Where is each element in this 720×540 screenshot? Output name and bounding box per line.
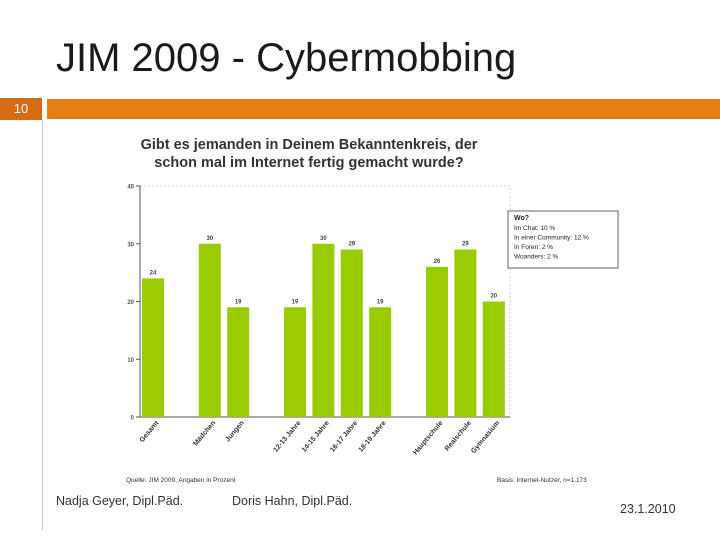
data-label: 30 bbox=[206, 236, 213, 242]
bar bbox=[482, 301, 505, 417]
info-box-line: Im Chat: 10 % bbox=[514, 225, 555, 232]
data-label: 29 bbox=[348, 242, 355, 248]
data-label: 29 bbox=[462, 242, 469, 248]
bar bbox=[227, 307, 250, 417]
info-box-line: In einer Community: 12 % bbox=[514, 235, 589, 242]
info-box-title: Wo? bbox=[514, 215, 529, 222]
bar bbox=[142, 278, 164, 417]
y-tick-label: 0 bbox=[131, 416, 135, 422]
bar-chart: 0 10 20 30 40 24 Gesamt 30 Mädchen 19 Jungen 19 12-1… bbox=[126, 185, 619, 484]
category-label: Gymnasium bbox=[470, 420, 501, 455]
category-label: Hauptschule bbox=[412, 420, 444, 457]
data-label: 20 bbox=[490, 294, 497, 300]
data-label: 30 bbox=[320, 236, 327, 242]
footer-author-1: Nadja Geyer, Dipl.Päd. bbox=[56, 494, 184, 508]
bar bbox=[340, 249, 363, 417]
footer-date: 23.1.2010 bbox=[620, 502, 676, 516]
data-label: 19 bbox=[292, 299, 299, 305]
bar bbox=[312, 243, 335, 417]
category-label: 12-13 Jahre bbox=[272, 420, 302, 454]
y-tick-label: 30 bbox=[127, 242, 134, 248]
category-label: Mädchen bbox=[192, 420, 217, 448]
chart-title-line-1: Gibt es jemanden in Deinem Bekanntenkrei… bbox=[140, 137, 478, 153]
data-label: 26 bbox=[434, 259, 441, 265]
accent-bar bbox=[47, 99, 720, 119]
basis-note: Basis: Internet-Nutzer, n=1.173 bbox=[497, 477, 587, 484]
category-label: Jungen bbox=[224, 420, 245, 444]
category-label: Gesamt bbox=[139, 419, 161, 444]
info-box-line: Woanders: 2 % bbox=[514, 254, 559, 261]
y-tick-label: 10 bbox=[127, 358, 134, 364]
chart-title-line-2: schon mal im Internet fertig gemacht wur… bbox=[154, 155, 464, 171]
data-label: 19 bbox=[235, 299, 242, 305]
chart-title: Gibt es jemanden in Deinem Bekanntenkrei… bbox=[100, 136, 518, 172]
bar bbox=[284, 307, 306, 417]
category-label: 14-15 Jahre bbox=[301, 420, 331, 454]
category-label: Realschule bbox=[444, 420, 473, 453]
y-tick-label: 20 bbox=[127, 300, 134, 306]
bar bbox=[369, 307, 392, 417]
category-label: 18-19 Jahre bbox=[358, 420, 388, 454]
data-label: 19 bbox=[377, 299, 384, 305]
bar bbox=[454, 249, 477, 417]
data-label: 24 bbox=[150, 270, 157, 276]
slide-number: 10 bbox=[0, 98, 42, 120]
slide-title: JIM 2009 - Cybermobbing bbox=[56, 36, 517, 80]
category-label: 16-17 Jahre bbox=[329, 420, 359, 454]
bar bbox=[198, 243, 221, 417]
source-note: Quelle: JIM 2009, Angaben in Prozent bbox=[126, 477, 236, 484]
chart-figure: Gibt es jemanden in Deinem Bekanntenkrei… bbox=[100, 128, 640, 490]
info-box bbox=[507, 210, 619, 269]
bar bbox=[426, 266, 448, 417]
info-box-line: In Foren: 2 % bbox=[514, 244, 553, 251]
y-tick-label: 40 bbox=[127, 185, 134, 191]
footer-author-2: Doris Hahn, Dipl.Päd. bbox=[232, 494, 353, 508]
left-divider bbox=[42, 120, 43, 530]
